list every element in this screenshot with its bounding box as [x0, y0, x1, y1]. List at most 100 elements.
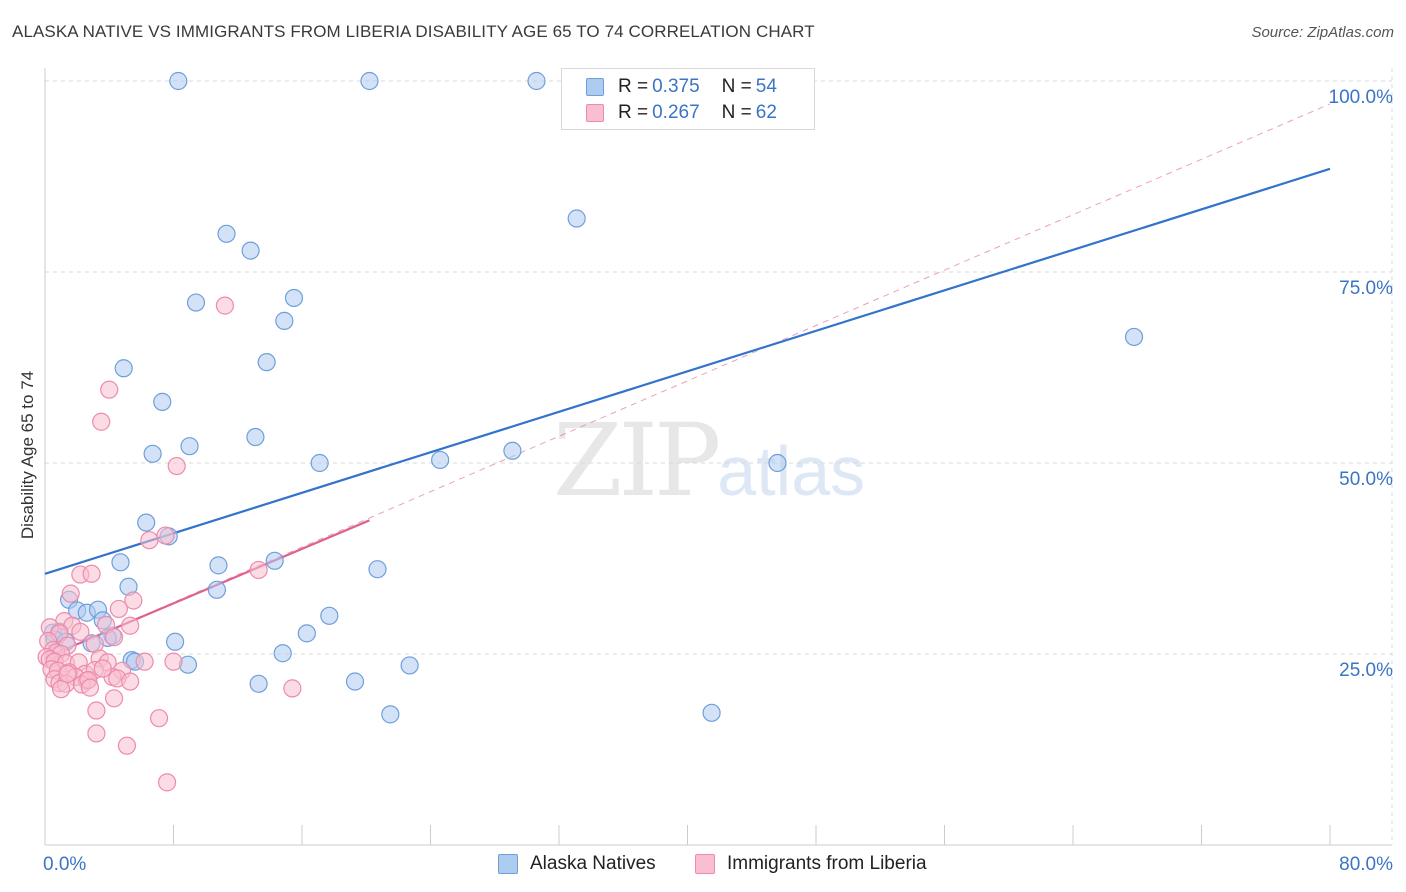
alaska-native-point — [768, 453, 787, 473]
liberia-point — [164, 652, 183, 671]
series-name: Alaska Natives — [530, 853, 656, 874]
alaska-native-point — [166, 632, 185, 651]
legend-row-alaska-natives: R = 0.375 N = 54 — [586, 75, 777, 99]
legend-n-value: 62 — [755, 102, 777, 123]
axis-labels: 25.0% 50.0% 75.0% 100.0% 0.0% 80.0% Disability… — [18, 87, 1393, 875]
alaska-native-point — [297, 624, 316, 643]
trend-lines — [44, 103, 1331, 659]
alaska-native-point — [284, 288, 304, 308]
alaska-native-point — [180, 437, 199, 456]
alaska-native-point — [111, 553, 130, 572]
liberia-point — [121, 616, 140, 635]
liberia-point — [135, 652, 154, 671]
alaska-native-trend-line — [44, 167, 1331, 575]
liberia-point — [124, 591, 143, 610]
liberia-point — [117, 736, 137, 755]
liberia-point — [80, 678, 100, 697]
y-axis-title: Disability Age 65 to 74 — [18, 371, 37, 539]
alaska-native-point — [527, 71, 546, 91]
x-min-label: 0.0% — [43, 854, 86, 875]
y-tick-label: 25.0% — [1339, 660, 1393, 681]
alaska-native-point — [368, 560, 387, 579]
y-tick-label: 100.0% — [1329, 87, 1394, 108]
liberia-point — [283, 679, 302, 698]
grid-lines — [45, 68, 1393, 845]
alaska-native-point — [169, 71, 188, 91]
alaska-native-point — [360, 71, 379, 91]
alaska-native-point — [265, 551, 284, 570]
legend-row-liberia: R = 0.267 N = 62 — [586, 101, 777, 125]
liberia-point — [121, 672, 140, 691]
alaska-native-point — [567, 209, 586, 228]
liberia-point — [156, 526, 175, 545]
alaska-native-point — [246, 427, 265, 447]
alaska-native-point — [249, 674, 268, 693]
alaska-native-point — [143, 444, 162, 463]
legend-n-label: N = — [721, 102, 752, 123]
alaska-native-point — [503, 441, 522, 460]
series-name: Immigrants from Liberia — [727, 853, 927, 874]
alaska-native-point — [702, 703, 721, 722]
alaska-native-point — [207, 580, 226, 599]
liberia-point — [104, 689, 124, 708]
y-tick-label: 50.0% — [1339, 469, 1393, 490]
trend-extension-line — [44, 103, 1331, 659]
liberia-point — [149, 709, 169, 728]
alaska-native-point — [217, 224, 236, 243]
liberia-point — [100, 380, 119, 399]
alaska-native-point — [310, 453, 329, 473]
data-points — [37, 71, 1144, 792]
axes — [44, 68, 1392, 846]
alaska-native-point — [345, 672, 365, 691]
liberia-point — [215, 296, 234, 315]
blue-swatch-icon — [586, 78, 604, 96]
alaska-native-point — [275, 311, 294, 330]
liberia-point — [109, 599, 128, 619]
pink-swatch-icon — [695, 854, 715, 874]
alaska-native-point — [241, 241, 260, 260]
legend-r-value: 0.267 — [652, 102, 700, 123]
liberia-point — [157, 773, 177, 792]
legend-r-label: R = — [618, 76, 649, 97]
watermark: ZIPatlas — [553, 402, 865, 519]
alaska-native-point — [153, 392, 172, 411]
alaska-native-point — [1124, 327, 1144, 347]
liberia-point — [61, 584, 80, 603]
x-max-label: 80.0% — [1339, 854, 1393, 875]
alaska-native-point — [431, 450, 450, 470]
legend-r-label: R = — [618, 102, 649, 123]
liberia-point — [93, 659, 112, 678]
liberia-point — [167, 456, 186, 476]
liberia-point — [82, 564, 101, 583]
alaska-native-point — [320, 606, 339, 625]
alaska-native-point — [257, 353, 276, 372]
liberia-point — [140, 531, 159, 550]
bottom-legend-liberia: Immigrants from Liberia — [695, 852, 927, 876]
liberia-point — [87, 701, 106, 720]
liberia-point — [92, 412, 111, 431]
pink-swatch-icon — [586, 104, 604, 122]
alaska-native-point — [114, 359, 133, 378]
alaska-native-point — [400, 656, 419, 675]
alaska-native-point — [273, 644, 292, 663]
watermark-atlas: atlas — [717, 432, 866, 510]
liberia-point — [58, 664, 77, 683]
liberia-point — [51, 680, 71, 699]
liberia-point — [71, 622, 90, 641]
watermark-zip: ZIP — [553, 402, 721, 519]
alaska-native-point — [209, 556, 228, 575]
legend-r-value: 0.375 — [652, 76, 700, 97]
liberia-point — [249, 560, 268, 580]
bottom-legend-alaska-natives: Alaska Natives — [498, 852, 656, 876]
legend-n-value: 54 — [755, 76, 777, 97]
liberia-point — [104, 628, 124, 647]
blue-swatch-icon — [498, 854, 518, 874]
correlation-legend: R = 0.375 N = 54 R = 0.267 N = 62 — [561, 68, 815, 130]
chart-title: ALASKA NATIVE VS IMMIGRANTS FROM LIBERIA… — [12, 22, 815, 41]
source-credit: Source: ZipAtlas.com — [1251, 24, 1394, 41]
y-tick-label: 75.0% — [1339, 278, 1393, 299]
legend-n-label: N = — [721, 76, 752, 97]
alaska-native-point — [381, 705, 400, 724]
liberia-point — [87, 724, 106, 743]
